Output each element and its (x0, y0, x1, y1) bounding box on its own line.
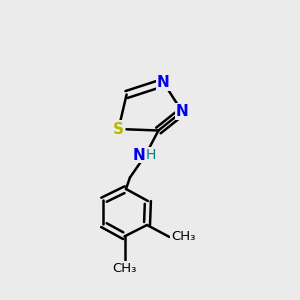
Text: CH₃: CH₃ (112, 262, 137, 275)
Text: N: N (133, 148, 146, 163)
Text: S: S (113, 122, 124, 136)
Text: CH₃: CH₃ (171, 230, 195, 244)
Text: N: N (157, 75, 170, 90)
Text: N: N (176, 104, 188, 119)
Text: H: H (146, 148, 157, 162)
